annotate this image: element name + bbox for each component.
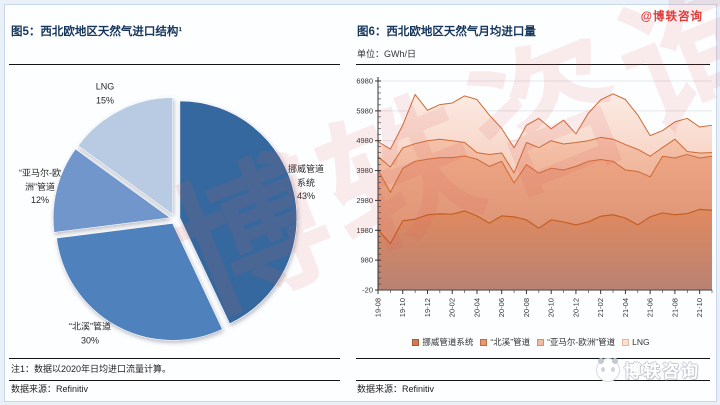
svg-text:19-10: 19-10 (398, 298, 407, 317)
svg-text:1980: 1980 (356, 226, 373, 235)
area-bands (378, 93, 712, 290)
panda-logo-icon (597, 357, 619, 381)
band-1 (378, 154, 712, 244)
svg-text:20-08: 20-08 (522, 298, 531, 317)
svg-text:4980: 4980 (356, 136, 373, 145)
legend-swatch-2 (537, 338, 545, 346)
svg-text:21-06: 21-06 (646, 298, 655, 317)
svg-text:20-04: 20-04 (472, 298, 481, 317)
legend-swatch-1 (480, 338, 488, 346)
legend-item-0: 挪威管道系统 (412, 336, 473, 348)
pie-chart (52, 97, 298, 341)
svg-text:3980: 3980 (356, 166, 373, 175)
legend-item-3: LNG (622, 337, 650, 347)
legend-label-2: “亚马尔-欧洲”管道 (547, 337, 616, 347)
svg-text:6980: 6980 (356, 77, 373, 86)
legend-label-1: “北溪”管道 (490, 337, 531, 347)
band-2 (378, 137, 712, 193)
legend-label-3: LNG (632, 337, 650, 347)
svg-text:-20: -20 (362, 286, 373, 295)
svg-text:21-04: 21-04 (621, 298, 630, 317)
red-watermark-handle: @博轶咨询 (640, 11, 703, 23)
svg-text:20-06: 20-06 (497, 298, 506, 317)
pie-label-0: 挪威管道 系统 43% (287, 163, 325, 201)
svg-text:19-08: 19-08 (374, 298, 383, 317)
legend-label-0: 挪威管道系统 (422, 337, 474, 347)
footnote: 注1：数据以2020年日均进口流量计算。 (11, 364, 172, 374)
svg-text:980: 980 (360, 256, 373, 265)
left-chart-title: 图5：西北欧地区天然气进口结构¹ (11, 26, 183, 38)
svg-text:20-12: 20-12 (571, 298, 580, 317)
svg-text:21-02: 21-02 (596, 298, 605, 317)
band-3 (378, 93, 712, 173)
pie-label-2: “亚马尔-欧 洲”管道 12% (19, 167, 61, 205)
pie-slice-2 (52, 148, 171, 233)
logo-watermark-text: 博轶咨询 (624, 362, 700, 381)
svg-text:20-10: 20-10 (547, 298, 556, 317)
logo-watermark: 博轶咨询 (597, 357, 700, 382)
svg-text:19-12: 19-12 (423, 298, 432, 317)
stacked-area-chart: -20 980 1980 2980 3980 4980 5980 6980 19-08 19-10… (356, 77, 713, 317)
band-0 (378, 209, 712, 290)
right-chart-unit: 单位：GWh/日 (357, 49, 417, 59)
pie-label-3: LNG 15% (95, 81, 115, 106)
legend-swatch-3 (622, 338, 630, 346)
legend-swatch-0 (412, 338, 420, 346)
report-card: @博轶咨询 图5：西北欧地区天然气进口结构¹ 图6：西北欧地区天然气月均进口量 … (4, 0, 720, 402)
band-lines (377, 93, 713, 245)
svg-text:20-02: 20-02 (448, 298, 457, 317)
svg-text:5980: 5980 (356, 106, 373, 115)
left-header-rule (9, 64, 340, 65)
legend-item-1: “北溪”管道 (480, 336, 530, 348)
left-data-source: 数据来源：Refinitiv (11, 384, 89, 394)
right-note-rule (356, 358, 710, 359)
left-source-rule (9, 380, 340, 381)
axes: -20 980 1980 2980 3980 4980 5980 6980 19-08 19-10… (356, 77, 713, 317)
legend-item-2: “亚马尔-欧洲”管道 (537, 336, 615, 348)
area-chart-legend: 挪威管道系统 “北溪”管道 “亚马尔-欧洲”管道 LNG (346, 336, 716, 348)
svg-text:2980: 2980 (356, 196, 373, 205)
pie-slice-0 (179, 100, 298, 325)
right-chart-title: 图6：西北欧地区天然气月均进口量 (357, 26, 536, 38)
right-source-rule (356, 380, 710, 381)
left-note-rule (9, 358, 340, 359)
svg-text:21-08: 21-08 (670, 298, 679, 317)
right-header-rule (356, 64, 710, 65)
pie-label-1: “北溪”管道 30% (69, 321, 111, 346)
right-data-source: 数据来源：Refinitiv (357, 384, 435, 394)
pie-slice-1 (56, 223, 223, 341)
pie-slices (52, 97, 298, 341)
svg-text:21-10: 21-10 (695, 298, 704, 317)
pie-slice-3 (77, 97, 174, 216)
